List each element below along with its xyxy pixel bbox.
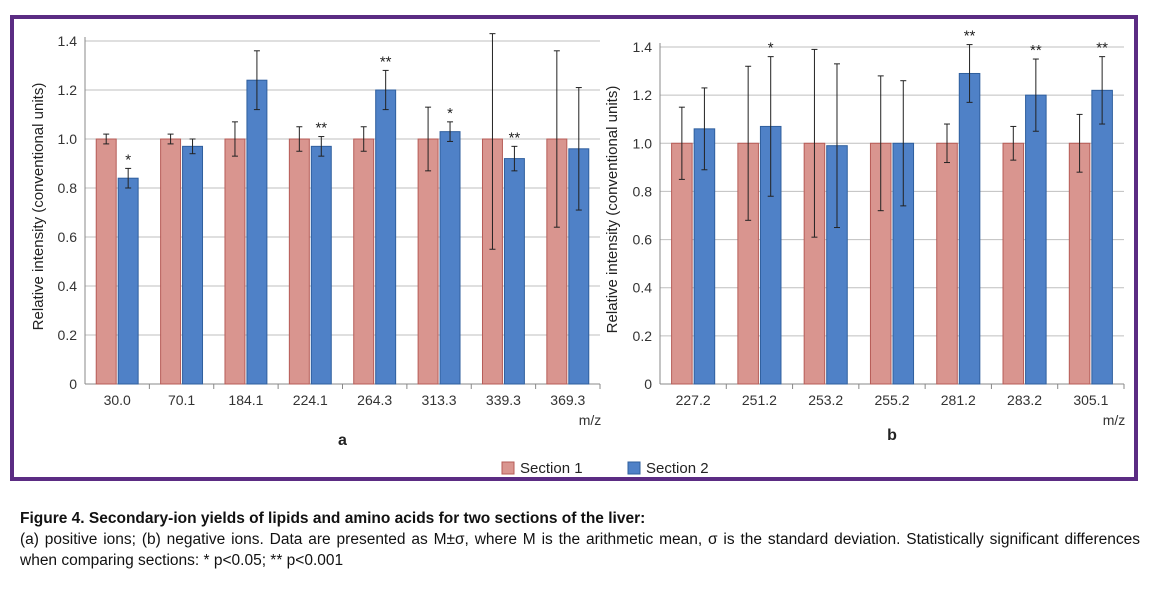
figure-svg: 0 0.2 0.4 0.6 0.8 1.0 1.2 1.4 Relative intensity… — [30, 28, 1125, 477]
y-tick-label: 0 — [644, 376, 652, 392]
x-tick-label: 253.2 — [808, 392, 843, 408]
x-tick-label: 70.1 — [168, 392, 195, 408]
y-tick-label: 0.6 — [58, 229, 78, 245]
significance-marker: * — [125, 151, 131, 168]
x-axis-label: m/z — [1103, 412, 1126, 428]
x-tick-label: 227.2 — [676, 392, 711, 408]
y-tick-label: 0.4 — [633, 280, 653, 296]
y-tick-label: 0.8 — [633, 183, 653, 199]
x-tick-label: 369.3 — [550, 392, 585, 408]
bar-section-1 — [288, 138, 310, 385]
panel-label-a: a — [338, 432, 347, 449]
bar-section-2 — [310, 145, 332, 385]
significance-marker: ** — [509, 129, 521, 146]
significance-marker: ** — [964, 28, 976, 45]
y-tick-label: 1.2 — [633, 87, 653, 103]
significance-marker: * — [768, 40, 774, 57]
panel-label-b: b — [887, 427, 897, 444]
bar-section-1 — [417, 138, 439, 385]
bar-section-2 — [246, 79, 268, 385]
chart-panel-a: 0 0.2 0.4 0.6 0.8 1.0 1.2 1.4 Relative intensity… — [30, 33, 601, 449]
x-tick-label: 184.1 — [228, 392, 263, 408]
x-tick-label: 255.2 — [874, 392, 909, 408]
bar-section-1 — [936, 142, 958, 385]
legend: Section 1 Section 2 — [501, 460, 709, 477]
x-tick-label: 283.2 — [1007, 392, 1042, 408]
y-tick-label: 0 — [69, 376, 77, 392]
bar-section-2 — [439, 131, 461, 385]
x-tick-label: 339.3 — [486, 392, 521, 408]
y-tick-label: 1.0 — [633, 135, 653, 151]
y-tick-label: 1.2 — [58, 82, 78, 98]
legend-swatch-section-1 — [501, 461, 515, 475]
bar-section-1 — [353, 138, 375, 385]
bar-section-2 — [1091, 89, 1113, 385]
y-axis-label: Relative intensity (conventional units) — [604, 86, 621, 334]
x-tick-label: 281.2 — [941, 392, 976, 408]
significance-marker: * — [447, 105, 453, 122]
y-axis-label: Relative intensity (conventional units) — [30, 83, 47, 331]
y-tick-label: 1.0 — [58, 131, 78, 147]
legend-swatch-section-2 — [627, 461, 641, 475]
significance-marker: ** — [315, 120, 327, 137]
chart-panel-b: 0 0.2 0.4 0.6 0.8 1.0 1.2 1.4 Relative intensity… — [604, 28, 1125, 444]
y-tick-label: 0.6 — [633, 232, 653, 248]
legend-label-section-2: Section 2 — [646, 460, 709, 477]
bar-section-1 — [160, 138, 182, 385]
x-tick-label: 313.3 — [422, 392, 457, 408]
y-tick-label: 0.8 — [58, 180, 78, 196]
bar-section-2 — [1025, 94, 1047, 385]
x-tick-label: 251.2 — [742, 392, 777, 408]
significance-marker: ** — [380, 53, 392, 70]
figure-caption: Figure 4. Secondary-ion yields of lipids… — [20, 508, 1140, 571]
legend-label-section-1: Section 1 — [520, 460, 583, 477]
bar-section-1 — [1068, 142, 1091, 385]
bar-section-2 — [958, 72, 981, 385]
y-tick-label: 0.4 — [58, 278, 78, 294]
bar-section-1 — [1002, 142, 1025, 385]
bar-section-1 — [95, 138, 117, 385]
y-tick-label: 0.2 — [58, 327, 78, 343]
caption-title: Figure 4. Secondary-ion yields of lipids… — [20, 510, 646, 527]
bar-section-2 — [375, 89, 397, 385]
x-tick-label: 264.3 — [357, 392, 392, 408]
y-tick-label: 0.2 — [633, 328, 653, 344]
bar-section-2 — [503, 158, 525, 385]
y-tick-label: 1.4 — [58, 33, 78, 49]
significance-marker: ** — [1030, 42, 1042, 59]
figure-frame: 0 0.2 0.4 0.6 0.8 1.0 1.2 1.4 Relative intensity… — [10, 15, 1138, 481]
bar-section-2 — [182, 145, 204, 385]
bar-section-2 — [117, 177, 139, 385]
x-axis-label: m/z — [579, 412, 602, 428]
x-tick-label: 30.0 — [104, 392, 131, 408]
x-tick-label: 224.1 — [293, 392, 328, 408]
bar-section-1 — [224, 138, 246, 385]
significance-marker: ** — [1096, 40, 1108, 57]
x-tick-label: 305.1 — [1073, 392, 1108, 408]
caption-body: (a) positive ions; (b) negative ions. Da… — [20, 531, 1140, 569]
y-tick-label: 1.4 — [633, 39, 653, 55]
